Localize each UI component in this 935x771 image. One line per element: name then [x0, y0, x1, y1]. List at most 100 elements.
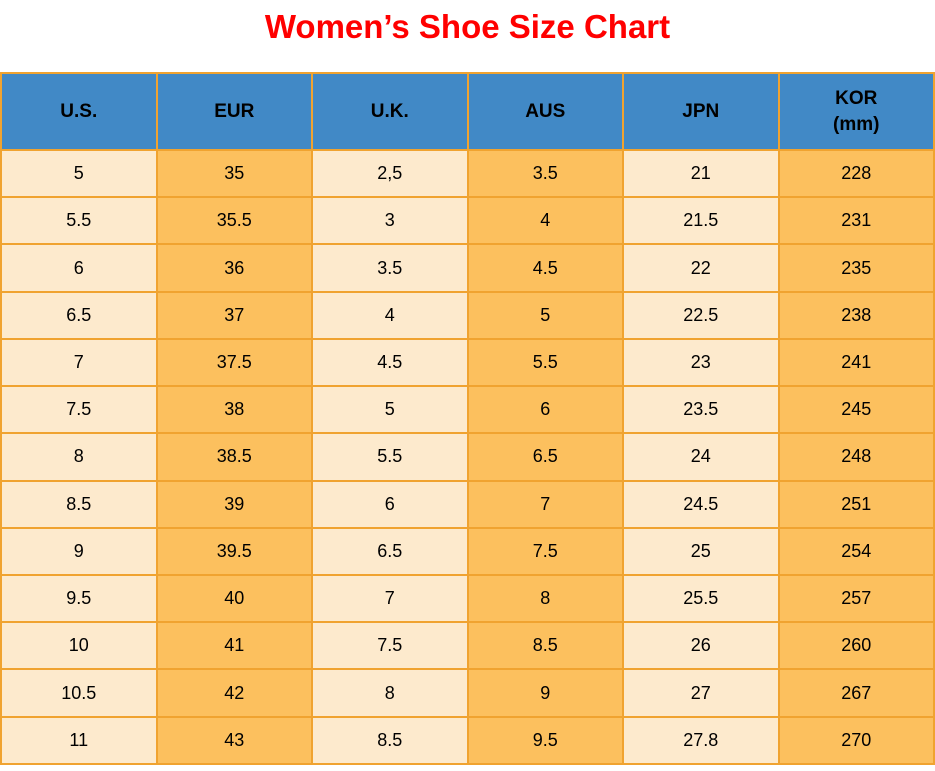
column-header-aus: AUS: [466, 72, 624, 151]
table-cell-kor: 251: [777, 479, 935, 529]
column-header-label: (mm): [833, 113, 880, 135]
table-cell-jpn: 25.5: [622, 573, 780, 624]
table-cell-eur: 42: [155, 668, 313, 718]
table-cell-uk: 5.5: [311, 432, 469, 482]
table-cell-jpn: 22.5: [622, 290, 780, 340]
table-row: 5 35 2,5 3.5 21 228: [0, 148, 935, 199]
table-cell-eur: 39.5: [155, 526, 313, 576]
header-row: U.S. EUR U.K. AUS JPN KOR (mm): [0, 72, 935, 151]
table-cell-aus: 5.5: [466, 337, 624, 388]
table-cell-us: 7.5: [0, 385, 158, 435]
page-title: Women’s Shoe Size Chart: [264, 8, 671, 45]
column-header-eur: EUR: [155, 72, 313, 151]
table-row: 6.5 37 4 5 22.5 238: [0, 290, 935, 340]
table-cell-uk: 5: [311, 385, 469, 435]
table-cell-kor: 241: [777, 337, 935, 388]
table-cell-us: 7: [0, 337, 158, 388]
table-row: 11 43 8.5 9.5 27.8 270: [0, 715, 935, 766]
column-header-uk: U.K.: [311, 72, 469, 151]
table-cell-aus: 9.5: [466, 715, 624, 766]
table-cell-uk: 3: [311, 196, 469, 246]
table-cell-us: 8: [0, 432, 158, 482]
table-row: 9.5 40 7 8 25.5 257: [0, 573, 935, 624]
column-header-kor: KOR (mm): [777, 72, 935, 151]
table-cell-us: 11: [0, 715, 158, 766]
table-cell-us: 6.5: [0, 290, 158, 340]
table-row: 9 39.5 6.5 7.5 25 254: [0, 526, 935, 576]
table-cell-us: 10: [0, 621, 158, 671]
column-header-label: AUS: [525, 100, 566, 122]
table-cell-kor: 254: [777, 526, 935, 576]
table-cell-uk: 4: [311, 290, 469, 340]
column-header-label: U.K.: [370, 100, 409, 122]
table-cell-eur: 35: [155, 148, 313, 199]
table-cell-kor: 238: [777, 290, 935, 340]
table-cell-us: 5: [0, 148, 158, 199]
table-cell-kor: 245: [777, 385, 935, 435]
table-row: 8 38.5 5.5 6.5 24 248: [0, 432, 935, 482]
column-header-label: U.S.: [60, 100, 98, 122]
table-cell-eur: 40: [155, 573, 313, 624]
table-cell-aus: 7: [466, 479, 624, 529]
table-cell-kor: 260: [777, 621, 935, 671]
table-cell-us: 6: [0, 243, 158, 293]
table-cell-kor: 235: [777, 243, 935, 293]
table-cell-kor: 248: [777, 432, 935, 482]
table-cell-jpn: 21.5: [622, 196, 780, 246]
table-cell-kor: 270: [777, 715, 935, 766]
table-cell-uk: 2,5: [311, 148, 469, 199]
table-cell-eur: 35.5: [155, 196, 313, 246]
table-body: 5 35 2,5 3.5 21 228 5.5 35.5 3 4 21.5 231 6 36 3.5 4.5 2…: [0, 148, 935, 766]
table-cell-aus: 7.5: [466, 526, 624, 576]
table-cell-jpn: 24: [622, 432, 780, 482]
table-cell-us: 9.5: [0, 573, 158, 624]
table-cell-jpn: 26: [622, 621, 780, 671]
table-cell-uk: 7.5: [311, 621, 469, 671]
table-cell-uk: 3.5: [311, 243, 469, 293]
table-cell-uk: 6: [311, 479, 469, 529]
table-cell-kor: 267: [777, 668, 935, 718]
table-cell-jpn: 22: [622, 243, 780, 293]
table-cell-eur: 37.5: [155, 337, 313, 388]
table-cell-aus: 4: [466, 196, 624, 246]
table-cell-us: 8.5: [0, 479, 158, 529]
table-row: 10 41 7.5 8.5 26 260: [0, 621, 935, 671]
table-cell-jpn: 27.8: [622, 715, 780, 766]
shoe-size-chart-page: Women’s Shoe Size Chart U.S. EUR U.K. AUS JP…: [0, 6, 935, 766]
column-header-label: KOR: [835, 87, 878, 109]
table-cell-aus: 4.5: [466, 243, 624, 293]
table-cell-kor: 231: [777, 196, 935, 246]
table-cell-us: 5.5: [0, 196, 158, 246]
table-cell-eur: 41: [155, 621, 313, 671]
table-cell-eur: 37: [155, 290, 313, 340]
column-header-label: JPN: [682, 100, 720, 122]
table-cell-uk: 4.5: [311, 337, 469, 388]
table-cell-eur: 38: [155, 385, 313, 435]
table-cell-jpn: 23: [622, 337, 780, 388]
table-cell-aus: 6: [466, 385, 624, 435]
table-cell-aus: 8: [466, 573, 624, 624]
table-cell-uk: 6.5: [311, 526, 469, 576]
table-cell-uk: 7: [311, 573, 469, 624]
table-row: 7.5 38 5 6 23.5 245: [0, 385, 935, 435]
table-cell-jpn: 27: [622, 668, 780, 718]
table-cell-aus: 9: [466, 668, 624, 718]
table-cell-aus: 8.5: [466, 621, 624, 671]
column-header-us: U.S.: [0, 72, 158, 151]
table-cell-eur: 36: [155, 243, 313, 293]
table-cell-kor: 228: [777, 148, 935, 199]
table-cell-jpn: 24.5: [622, 479, 780, 529]
table-row: 10.5 42 8 9 27 267: [0, 668, 935, 718]
size-chart-table: U.S. EUR U.K. AUS JPN KOR (mm) 5 35 2,5 3.5 21 228 5…: [0, 72, 935, 766]
table-cell-eur: 39: [155, 479, 313, 529]
table-cell-eur: 43: [155, 715, 313, 766]
table-header: U.S. EUR U.K. AUS JPN KOR (mm): [0, 72, 935, 151]
table-cell-kor: 257: [777, 573, 935, 624]
table-row: 6 36 3.5 4.5 22 235: [0, 243, 935, 293]
column-header-jpn: JPN: [622, 72, 780, 151]
table-row: 8.5 39 6 7 24.5 251: [0, 479, 935, 529]
table-cell-eur: 38.5: [155, 432, 313, 482]
table-cell-uk: 8: [311, 668, 469, 718]
table-row: 5.5 35.5 3 4 21.5 231: [0, 196, 935, 246]
table-cell-aus: 6.5: [466, 432, 624, 482]
